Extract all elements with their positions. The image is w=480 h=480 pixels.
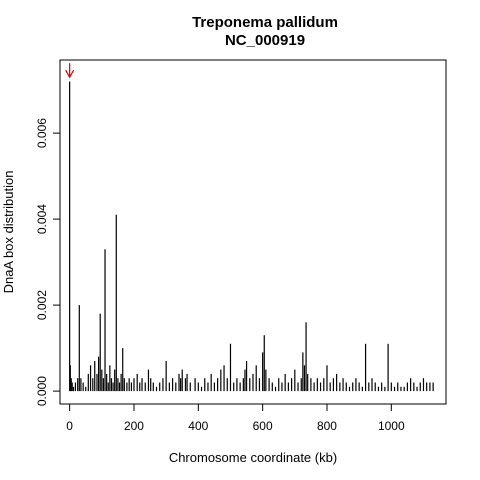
y-tick-label: 0.000 — [35, 376, 49, 406]
y-tick-label: 0.006 — [35, 118, 49, 148]
x-tick-label: 400 — [188, 419, 208, 433]
chart-title: Treponema pallidum — [192, 14, 338, 31]
x-tick-label: 1000 — [378, 419, 405, 433]
y-tick-label: 0.002 — [35, 290, 49, 320]
x-tick-label: 600 — [253, 419, 273, 433]
origin-marker — [65, 63, 75, 79]
chart-subtitle: NC_000919 — [225, 32, 305, 49]
x-tick-label: 200 — [124, 419, 144, 433]
x-axis-label: Chromosome coordinate (kb) — [169, 450, 337, 465]
x-axis: 0 200 400 600 800 1000 — [66, 403, 405, 433]
bar-series — [69, 81, 434, 392]
x-tick-label: 0 — [66, 419, 73, 433]
arrow-head — [65, 69, 75, 79]
x-tick-label: 800 — [317, 419, 337, 433]
y-axis-label: DnaA box distribution — [1, 171, 16, 294]
y-axis: 0.000 0.002 0.004 0.006 — [35, 118, 61, 406]
y-tick-label: 0.004 — [35, 204, 49, 234]
